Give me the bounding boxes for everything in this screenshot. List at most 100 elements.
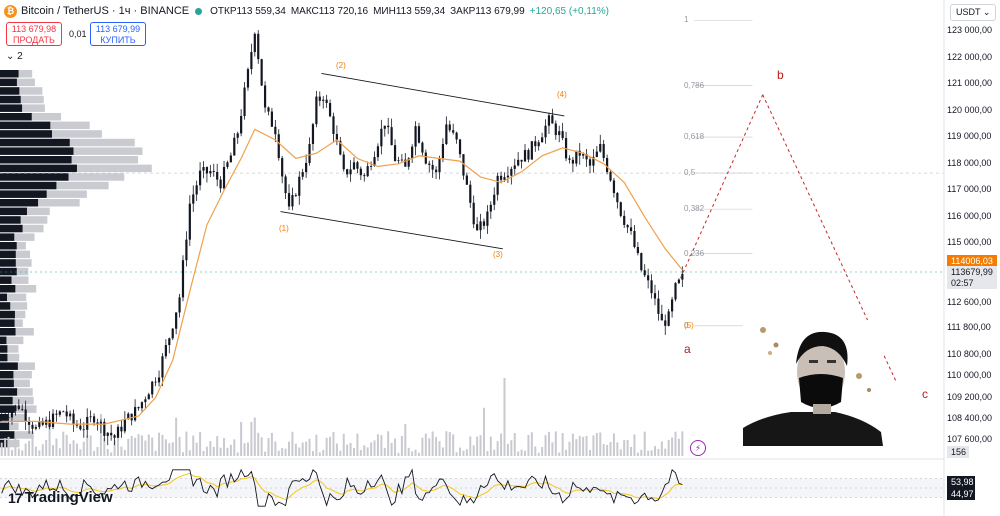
candle-body — [681, 273, 684, 280]
sell-button[interactable]: 113 679,98 ПРОДАТЬ — [6, 22, 62, 46]
candle-body — [14, 405, 17, 411]
candle-body — [595, 151, 598, 157]
volume-bar — [448, 432, 451, 456]
volume-profile-bar — [0, 302, 28, 310]
volume-bar — [356, 433, 359, 456]
candle-body — [308, 144, 311, 164]
volume-bar — [407, 447, 410, 456]
candle-body — [75, 424, 79, 426]
volume-bar — [359, 449, 362, 456]
volume-bar — [373, 440, 376, 456]
volume-bar — [479, 435, 482, 456]
volume-bar — [233, 439, 236, 456]
lightning-icon[interactable]: ⚡ — [690, 440, 706, 456]
wave-label-5: (5) — [684, 321, 694, 330]
candle-body — [626, 224, 629, 228]
volume-bar — [236, 452, 239, 456]
wave-label-3: (3) — [493, 250, 503, 259]
candle-body — [465, 175, 468, 185]
candle-body — [588, 159, 592, 166]
candle-body — [414, 126, 417, 147]
volume-bar — [459, 447, 462, 456]
candle-body — [520, 159, 523, 162]
volume-bar — [472, 445, 475, 456]
currency-selector[interactable]: USDT ⌄ — [950, 4, 996, 21]
volume-bar — [462, 450, 465, 456]
volume-bar — [390, 442, 393, 456]
candle-body — [653, 293, 657, 299]
price-tick: 116 000,00 — [947, 210, 992, 221]
volume-profile-bar — [0, 147, 74, 155]
volume-bar — [86, 435, 89, 456]
candle-body — [318, 96, 321, 101]
candle-body — [315, 96, 318, 125]
candle-body — [390, 127, 393, 146]
volume-profile-bar — [0, 371, 32, 379]
volume-bar — [113, 440, 116, 456]
candle-body — [27, 421, 31, 425]
volume-bar — [506, 443, 509, 456]
candle-body — [140, 402, 144, 409]
candle-body — [373, 157, 376, 167]
candle-body — [250, 52, 253, 70]
volume-bar — [212, 446, 215, 456]
volume-profile-bar — [0, 70, 19, 78]
volume-bar — [72, 440, 75, 456]
volume-bar — [527, 434, 530, 456]
indicators-collapse-toggle[interactable]: ⌄ 2 — [6, 51, 23, 62]
volume-bar — [154, 450, 157, 456]
volume-profile-bar — [0, 345, 8, 353]
volume-bar — [298, 447, 301, 456]
candle-body — [510, 168, 513, 176]
candle-body — [585, 154, 588, 160]
volume-bar — [267, 438, 270, 456]
volume-bar — [404, 423, 407, 456]
candle-body — [106, 432, 109, 436]
candle-body — [263, 85, 267, 108]
volume-bar — [520, 449, 523, 456]
candle-body — [339, 140, 342, 155]
volume-profile-bar — [0, 250, 16, 259]
volume-bar — [578, 435, 581, 456]
candle-body — [328, 103, 332, 117]
volume-bar — [0, 442, 3, 456]
candle-body — [216, 171, 219, 180]
volume-profile-bar — [0, 138, 70, 147]
price-tick: 115 000,00 — [947, 237, 992, 248]
volume-bar — [616, 442, 619, 456]
volume-bar — [400, 436, 403, 456]
candle-body — [274, 126, 277, 135]
volume-profile-bar — [0, 259, 16, 267]
wave-channel[interactable] — [280, 73, 565, 250]
candle-body — [171, 328, 174, 339]
volume-bar — [325, 437, 328, 456]
candle-body — [260, 59, 263, 86]
volume-profile-bar — [0, 104, 23, 112]
volume-bar — [339, 450, 342, 456]
candle-body — [599, 144, 602, 152]
volume-bar — [568, 441, 571, 456]
symbol-title[interactable]: Bitcoin / TetherUS · 1ч · BINANCE — [21, 5, 190, 17]
price-tick: 110 800,00 — [947, 349, 992, 359]
volume-bar — [592, 435, 595, 456]
buy-button[interactable]: 113 679,99 КУПИТЬ — [90, 22, 146, 46]
candle-body — [92, 416, 96, 423]
candle-body — [257, 33, 260, 60]
volume-bar — [650, 450, 653, 456]
volume-bar — [513, 433, 516, 456]
volume-bar — [329, 436, 332, 456]
candle-body — [629, 227, 633, 231]
candle-body — [48, 419, 51, 427]
volume-bar — [431, 431, 434, 456]
candle-body — [253, 33, 256, 53]
volume-profile-bar — [0, 293, 8, 302]
candle-body — [541, 137, 544, 143]
volume-bar — [346, 444, 349, 456]
candle-body — [458, 139, 462, 155]
candle-body — [198, 170, 202, 186]
volume-bar — [585, 435, 588, 456]
tradingview-logo[interactable]: 17 TradingView — [8, 489, 113, 506]
candle-body — [222, 167, 226, 189]
abc-projection[interactable] — [680, 94, 897, 382]
